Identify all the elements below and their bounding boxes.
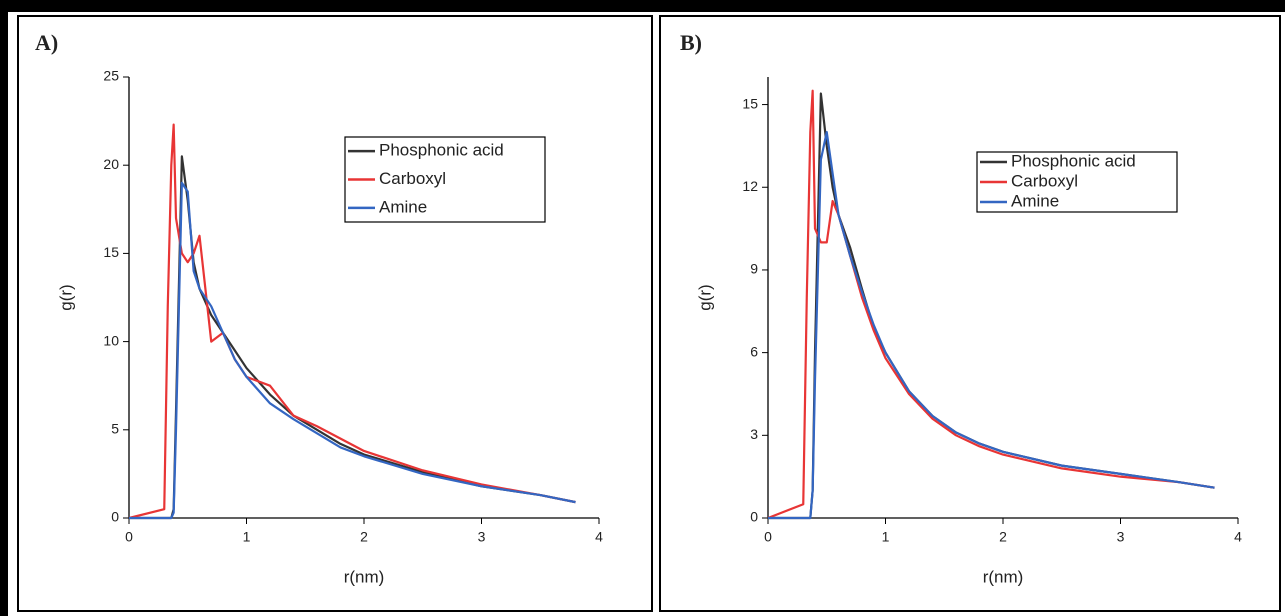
x-tick-label: 2: [360, 529, 368, 545]
y-tick-label: 20: [103, 156, 119, 172]
x-tick-label: 1: [882, 529, 890, 545]
x-tick-label: 2: [999, 529, 1007, 545]
x-tick-label: 3: [478, 529, 486, 545]
y-axis-title: g(r): [56, 284, 75, 310]
y-tick-label: 9: [750, 261, 758, 277]
y-tick-label: 15: [103, 244, 119, 260]
y-tick-label: 25: [103, 68, 119, 84]
y-tick-label: 0: [111, 509, 119, 525]
x-axis-title: r(nm): [344, 567, 385, 586]
x-tick-label: 4: [1234, 529, 1242, 545]
y-tick-label: 15: [742, 95, 758, 111]
background: [8, 12, 1285, 616]
x-tick-label: 0: [764, 529, 772, 545]
data-line: [767, 89, 1215, 520]
y-tick-label: 12: [742, 178, 758, 194]
legend-label: Carboxyl: [1011, 171, 1078, 190]
panel-frame: [659, 15, 1281, 612]
x-tick-label: 0: [125, 529, 133, 545]
y-axis-title: g(r): [695, 284, 714, 310]
panel-frame: [17, 15, 653, 612]
y-tick-label: 0: [750, 509, 758, 525]
y-tick-label: 6: [750, 343, 758, 359]
legend-label: Carboxyl: [379, 169, 446, 188]
y-tick-label: 5: [111, 421, 119, 437]
data-line: [129, 181, 576, 520]
x-tick-label: 4: [595, 529, 603, 545]
legend-box: [976, 151, 1178, 213]
panel-label: A): [35, 30, 58, 55]
y-tick-label: 3: [750, 426, 758, 442]
legend-label: Amine: [1011, 191, 1059, 210]
x-axis-title: r(nm): [983, 567, 1024, 586]
legend-label: Phosphonic acid: [1011, 151, 1136, 170]
x-tick-label: 1: [243, 529, 251, 545]
legend-label: Amine: [379, 197, 427, 216]
x-tick-label: 3: [1117, 529, 1125, 545]
panel-label: B): [680, 30, 702, 55]
y-tick-label: 10: [103, 332, 119, 348]
data-line: [768, 131, 1215, 520]
legend-label: Phosphonic acid: [379, 141, 504, 160]
legend-box: [344, 136, 546, 223]
